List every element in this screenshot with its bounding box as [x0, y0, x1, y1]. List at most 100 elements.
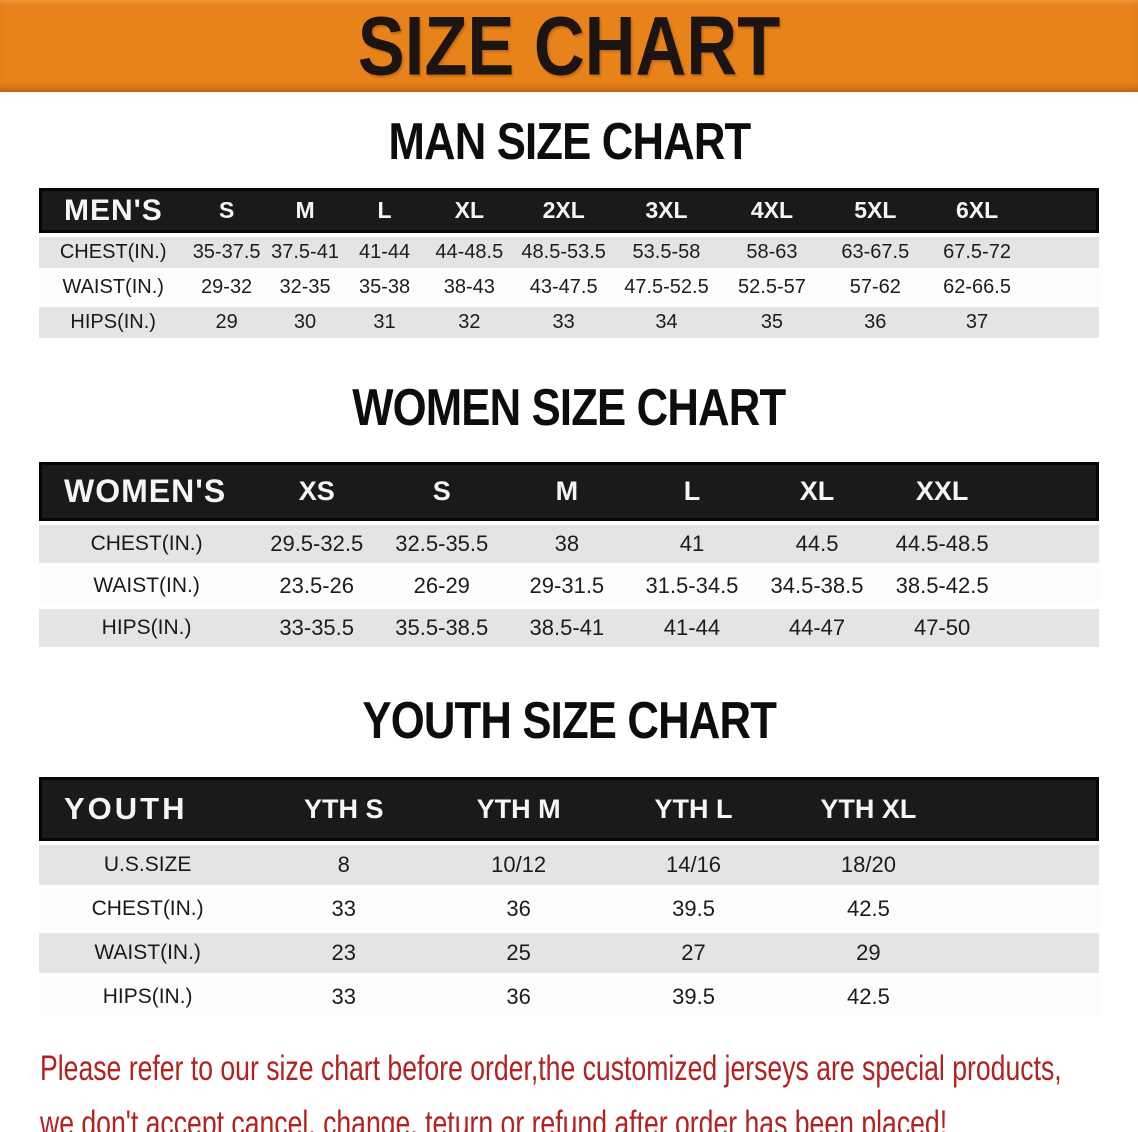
women-section-heading: WOMEN SIZE CHART	[0, 380, 1138, 436]
men-measurement-value: 63-67.5	[824, 237, 927, 269]
women-measurement-row: WAIST(IN.) 23.5-26 26-29 29-31.5 31.5-34.5 34…	[39, 567, 1099, 606]
women-section: WOMEN SIZE CHART WOMEN'S XS S M L XL XXL CHEST(…	[0, 380, 1138, 651]
men-measurement-value: 53.5-58	[613, 237, 720, 269]
men-measurement-value: 67.5-72	[926, 237, 1028, 269]
youth-size-column-header: YTH S	[256, 777, 432, 842]
women-measurement-value: 41	[629, 525, 755, 564]
men-measurement-value: 35-38	[344, 272, 425, 304]
filler-cell	[1004, 525, 1099, 564]
men-section-heading-text: MAN SIZE CHART	[388, 113, 751, 171]
youth-measurement-value: 25	[431, 933, 607, 974]
men-measurement-value: 34	[613, 307, 720, 339]
women-measurement-value: 33-35.5	[254, 609, 380, 648]
women-measurement-value: 26-29	[379, 567, 505, 606]
women-section-heading-text: WOMEN SIZE CHART	[352, 379, 786, 438]
youth-measurement-value: 29	[780, 933, 956, 974]
men-measurement-value: 43-47.5	[513, 272, 614, 304]
filler-cell	[955, 845, 1099, 886]
men-measurement-value: 52.5-57	[719, 272, 825, 304]
men-measurement-value: 47.5-52.5	[613, 272, 720, 304]
men-measurement-value: 37.5-41	[265, 237, 345, 269]
women-size-column-header: XXL	[879, 462, 1005, 522]
women-row-label: WAIST(IN.)	[39, 567, 255, 606]
disclaimer-line-1: Please refer to our size chart before or…	[40, 1047, 1138, 1092]
men-size-column-header: 4XL	[719, 188, 825, 234]
youth-header-row: YOUTH YTH S YTH M YTH L YTH XL	[39, 777, 1099, 842]
men-row-label: HIPS(IN.)	[39, 307, 188, 339]
filler-cell	[955, 889, 1099, 930]
men-measurement-value: 29	[187, 307, 266, 339]
men-size-column-header: 6XL	[926, 188, 1028, 234]
men-measurement-value: 41-44	[344, 237, 425, 269]
men-group-label: MEN'S	[39, 188, 188, 234]
men-measurement-value: 38-43	[424, 272, 514, 304]
youth-measurement-value: 36	[431, 977, 607, 1018]
youth-section-heading-text: YOUTH SIZE CHART	[362, 692, 777, 751]
men-size-column-header: XL	[424, 188, 514, 234]
filler-cell	[1027, 188, 1099, 234]
youth-measurement-row: CHEST(IN.) 33 36 39.5 42.5	[39, 889, 1099, 930]
women-measurement-value: 31.5-34.5	[629, 567, 755, 606]
filler-cell	[1004, 567, 1099, 606]
women-size-column-header: XS	[254, 462, 380, 522]
women-measurement-value: 38.5-41	[504, 609, 630, 648]
women-row-label: HIPS(IN.)	[39, 609, 255, 648]
women-measurement-value: 44-47	[754, 609, 880, 648]
men-size-column-header: 3XL	[613, 188, 720, 234]
women-group-label: WOMEN'S	[39, 462, 255, 522]
filler-cell	[1004, 609, 1099, 648]
women-measurement-value: 44.5-48.5	[879, 525, 1005, 564]
men-row-label: CHEST(IN.)	[39, 237, 188, 269]
youth-measurement-value: 33	[256, 977, 432, 1018]
filler-cell	[1004, 462, 1099, 522]
men-measurement-value: 44-48.5	[424, 237, 514, 269]
filler-cell	[1027, 272, 1099, 304]
women-row-label: CHEST(IN.)	[39, 525, 255, 564]
youth-row-label: CHEST(IN.)	[39, 889, 257, 930]
men-section: MAN SIZE CHART MEN'S S M L XL 2XL 3XL 4XL 5XL 6XL…	[0, 114, 1138, 342]
men-section-heading: MAN SIZE CHART	[0, 114, 1138, 170]
youth-size-column-header: YTH XL	[780, 777, 956, 842]
men-measurement-value: 58-63	[719, 237, 825, 269]
disclaimer-line-1-text: Please refer to our size chart before or…	[40, 1049, 1062, 1089]
youth-section-heading: YOUTH SIZE CHART	[0, 693, 1138, 749]
youth-measurement-value: 14/16	[606, 845, 781, 886]
youth-measurement-value: 8	[256, 845, 432, 886]
men-measurement-value: 35-37.5	[187, 237, 266, 269]
men-size-column-header: M	[265, 188, 345, 234]
women-size-column-header: XL	[754, 462, 880, 522]
youth-row-label: HIPS(IN.)	[39, 977, 257, 1018]
men-measurement-value: 35	[719, 307, 825, 339]
youth-row-label: U.S.SIZE	[39, 845, 257, 886]
men-measurement-value: 57-62	[824, 272, 927, 304]
men-size-table: MEN'S S M L XL 2XL 3XL 4XL 5XL 6XL CHEST(IN.) 35-37…	[39, 184, 1099, 342]
men-size-column-header: 5XL	[824, 188, 927, 234]
youth-size-column-header: YTH L	[606, 777, 781, 842]
men-size-column-header: L	[344, 188, 425, 234]
filler-cell	[1027, 237, 1099, 269]
women-size-column-header: L	[629, 462, 755, 522]
men-size-column-header: S	[187, 188, 266, 234]
women-size-column-header: S	[379, 462, 505, 522]
men-measurement-value: 32	[424, 307, 514, 339]
men-measurement-value: 48.5-53.5	[513, 237, 614, 269]
youth-measurement-row: HIPS(IN.) 33 36 39.5 42.5	[39, 977, 1099, 1018]
women-measurement-value: 29-31.5	[504, 567, 630, 606]
youth-measurement-value: 42.5	[780, 977, 956, 1018]
youth-measurement-value: 27	[606, 933, 781, 974]
women-measurement-row: CHEST(IN.) 29.5-32.5 32.5-35.5 38 41 44.5 44.5…	[39, 525, 1099, 564]
filler-cell	[955, 977, 1099, 1018]
men-header-row: MEN'S S M L XL 2XL 3XL 4XL 5XL 6XL	[39, 188, 1099, 234]
banner-title: SIZE CHART	[357, 0, 781, 93]
filler-cell	[1027, 307, 1099, 339]
youth-measurement-value: 33	[256, 889, 432, 930]
youth-row-label: WAIST(IN.)	[39, 933, 257, 974]
men-measurement-value: 30	[265, 307, 345, 339]
youth-measurement-row: U.S.SIZE 8 10/12 14/16 18/20	[39, 845, 1099, 886]
men-measurement-value: 32-35	[265, 272, 345, 304]
youth-measurement-value: 42.5	[780, 889, 956, 930]
women-measurement-value: 38	[504, 525, 630, 564]
men-row-label: WAIST(IN.)	[39, 272, 188, 304]
men-measurement-value: 31	[344, 307, 425, 339]
